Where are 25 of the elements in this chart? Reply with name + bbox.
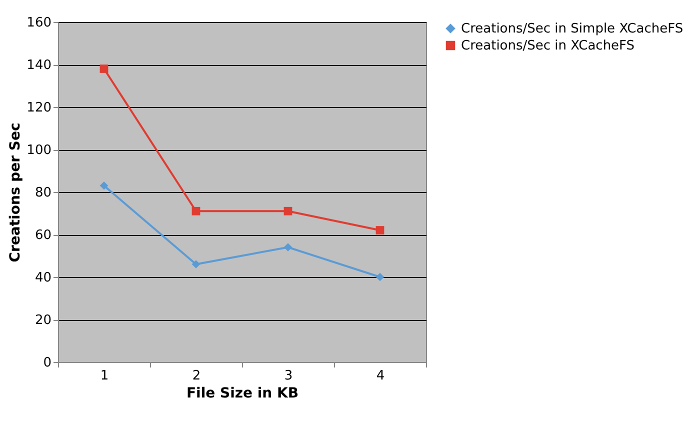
x-tick-label: 3 [284, 368, 293, 384]
y-tick-label: 0 [43, 356, 52, 370]
point [376, 226, 384, 234]
x-tick-label: 2 [192, 368, 201, 384]
y-tick-label: 80 [34, 186, 52, 200]
point [284, 206, 292, 216]
x-tick-label: 4 [376, 368, 385, 384]
point [284, 243, 292, 252]
point [100, 64, 108, 73]
y-tick-label: 140 [26, 58, 52, 73]
y-tick-label: 40 [34, 270, 52, 286]
x-axis-title: File Size in KB [186, 386, 299, 402]
y-axis-title: Creations per Sec [8, 122, 24, 262]
legend-label: Creations/Sec in Simple XCacheFS [461, 22, 684, 36]
y-tick-label: 20 [34, 313, 52, 328]
legend-label: Creations/Sec in XCacheFS [461, 38, 635, 54]
x-tick-label: 1 [100, 368, 109, 384]
y-tick-label: 100 [26, 143, 52, 158]
y-tick-label: 120 [26, 100, 52, 116]
point [192, 206, 200, 216]
point [192, 260, 200, 268]
point [100, 181, 108, 190]
y-tick-label: 60 [34, 228, 52, 243]
y-tick-label: 160 [26, 16, 52, 30]
point [376, 272, 384, 282]
